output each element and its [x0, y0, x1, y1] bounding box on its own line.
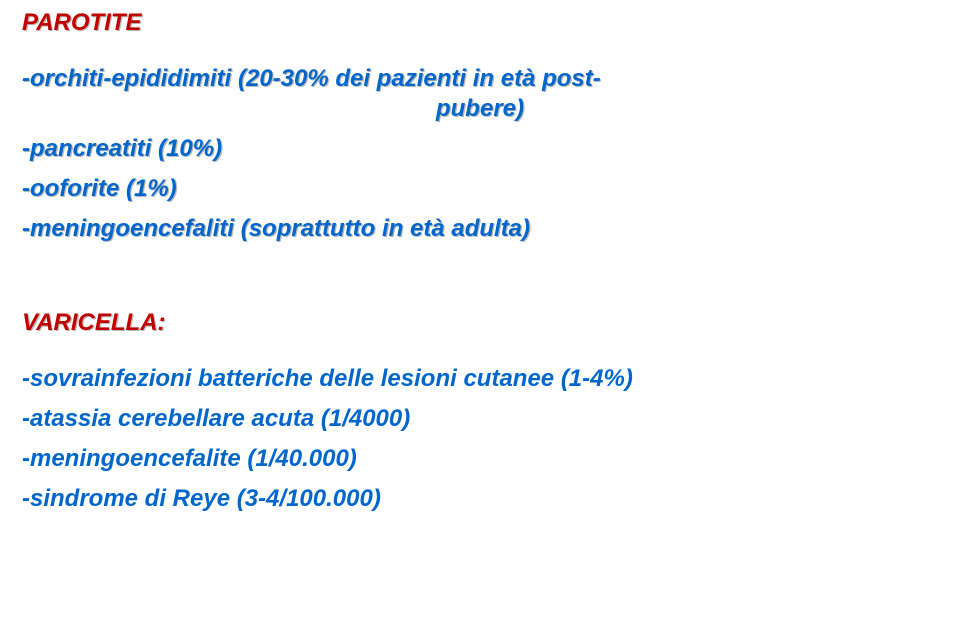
varicella-line2: -atassia cerebellare acuta (1/4000) — [22, 404, 938, 434]
parotite-line3-text: -ooforite (1%) — [22, 174, 177, 204]
varicella-line3: -meningoencefalite (1/40.000) — [22, 444, 938, 474]
parotite-line1b: pubere) — [22, 94, 938, 124]
parotite-line1b-text: pubere) — [436, 94, 524, 124]
slide-root: PAROTITE -orchiti-epididimiti (20-30% de… — [0, 0, 960, 522]
parotite-line4: -meningoencefaliti (soprattutto in età a… — [22, 214, 938, 244]
parotite-line2: -pancreatiti (10%) — [22, 134, 938, 164]
varicella-title: VARICELLA: — [22, 308, 166, 338]
parotite-title: PAROTITE — [22, 8, 142, 38]
varicella-line4: -sindrome di Reye (3-4/100.000) — [22, 484, 938, 514]
parotite-line4-text: -meningoencefaliti (soprattutto in età a… — [22, 214, 530, 244]
parotite-line1a: -orchiti-epididimiti (20-30% dei pazient… — [22, 64, 938, 94]
varicella-line1-text: -sovrainfezioni batteriche delle lesioni… — [22, 365, 633, 392]
parotite-line3: -ooforite (1%) — [22, 174, 938, 204]
varicella-line4-text: -sindrome di Reye (3-4/100.000) — [22, 485, 381, 512]
varicella-line1: -sovrainfezioni batteriche delle lesioni… — [22, 364, 938, 394]
varicella-line3-text: -meningoencefalite (1/40.000) — [22, 445, 357, 472]
parotite-line1a-text: -orchiti-epididimiti (20-30% dei pazient… — [22, 64, 601, 94]
varicella-title-line: VARICELLA: — [22, 308, 938, 338]
varicella-line2-text: -atassia cerebellare acuta (1/4000) — [22, 405, 410, 432]
parotite-line2-text: -pancreatiti (10%) — [22, 134, 222, 164]
parotite-title-line: PAROTITE — [22, 8, 938, 38]
